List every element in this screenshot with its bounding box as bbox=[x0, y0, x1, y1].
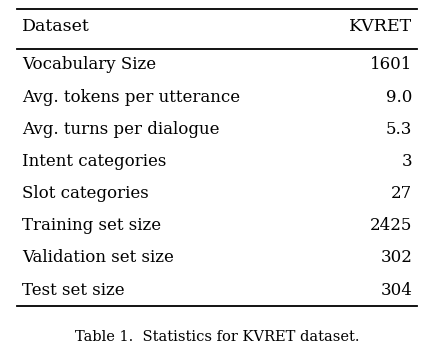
Text: Avg. tokens per utterance: Avg. tokens per utterance bbox=[22, 88, 240, 105]
Text: 3: 3 bbox=[402, 153, 412, 170]
Text: Avg. turns per dialogue: Avg. turns per dialogue bbox=[22, 121, 219, 138]
Text: 1601: 1601 bbox=[370, 56, 412, 73]
Text: Training set size: Training set size bbox=[22, 217, 161, 234]
Text: Vocabulary Size: Vocabulary Size bbox=[22, 56, 156, 73]
Text: Test set size: Test set size bbox=[22, 282, 124, 299]
Text: 302: 302 bbox=[381, 250, 412, 267]
Text: 27: 27 bbox=[391, 185, 412, 202]
Text: 2425: 2425 bbox=[370, 217, 412, 234]
Text: Dataset: Dataset bbox=[22, 18, 89, 35]
Text: Slot categories: Slot categories bbox=[22, 185, 148, 202]
Text: 9.0: 9.0 bbox=[386, 88, 412, 105]
Text: KVRET: KVRET bbox=[349, 18, 412, 35]
Text: Validation set size: Validation set size bbox=[22, 250, 174, 267]
Text: Intent categories: Intent categories bbox=[22, 153, 166, 170]
Text: 5.3: 5.3 bbox=[386, 121, 412, 138]
Text: 304: 304 bbox=[381, 282, 412, 299]
Text: Table 1.  Statistics for KVRET dataset.: Table 1. Statistics for KVRET dataset. bbox=[75, 330, 359, 344]
